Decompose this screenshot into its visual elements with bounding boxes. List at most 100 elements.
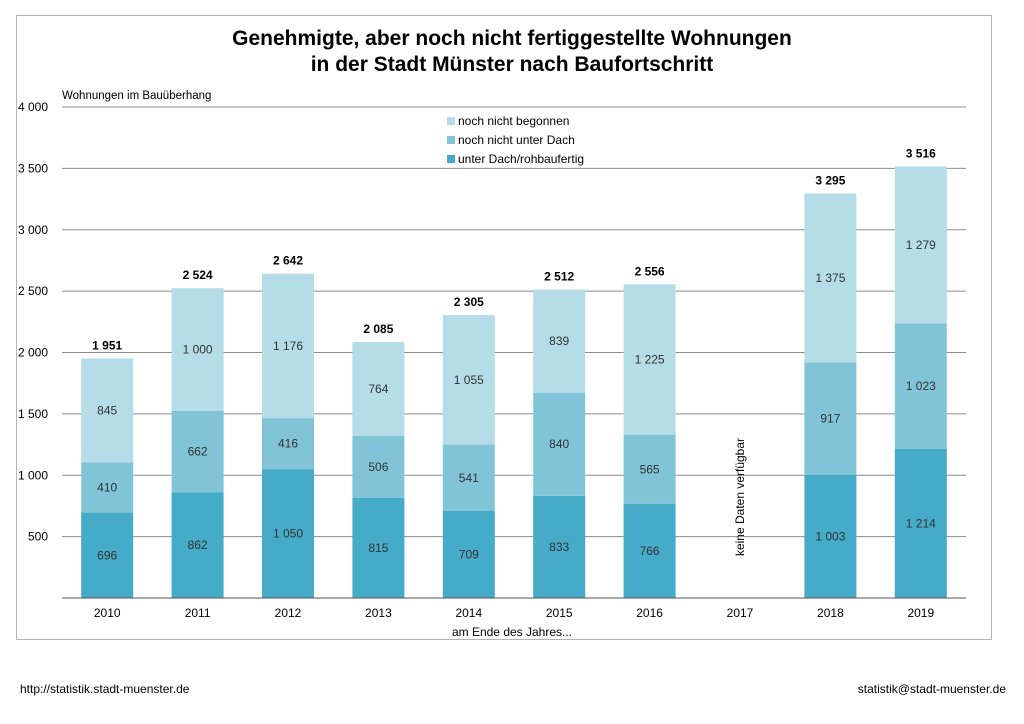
segment-value-label: 662 <box>188 445 208 459</box>
total-value-label: 2 305 <box>454 295 484 309</box>
bar-segment <box>623 284 676 435</box>
segment-value-label: 1 176 <box>273 339 303 353</box>
x-axis-ticks: 2010 2011 2012 2013 2014 2015 2016 2017 2018 2019 <box>94 606 935 620</box>
segment-value-label: 1 050 <box>273 527 303 541</box>
bar-segment <box>442 444 495 511</box>
total-value-label: 1 951 <box>92 339 122 353</box>
total-value-label: 2 512 <box>544 270 574 284</box>
x-tick-label: 2010 <box>94 606 121 620</box>
legend-label: noch nicht unter Dach <box>458 133 575 147</box>
segment-value-label: 840 <box>549 437 569 451</box>
bar-segment <box>804 362 857 475</box>
bar-segment <box>171 492 224 598</box>
segment-value-label: 1 225 <box>635 352 665 366</box>
y-axis-ticks: 500 1 000 1 500 2 000 2 500 3 000 3 500 4 000 <box>18 100 48 544</box>
bar-segment <box>442 315 495 445</box>
bar-segment <box>804 474 857 598</box>
bars <box>81 166 947 598</box>
total-value-label: 2 642 <box>273 254 303 268</box>
total-value-label: 2 556 <box>635 264 665 278</box>
total-value-label: 3 295 <box>815 174 845 188</box>
y-tick-label: 2 000 <box>18 346 48 360</box>
bar-segment <box>352 435 405 498</box>
segment-value-label: 1 003 <box>815 529 845 543</box>
y-tick-label: 500 <box>28 530 48 544</box>
bar-segment <box>262 273 314 419</box>
x-tick-label: 2019 <box>907 606 934 620</box>
data-labels: 696 410 845 1 951 862 662 1 000 2 524 1 050 416 1 … <box>92 146 936 562</box>
chart-title-line-1: Genehmigte, aber noch nicht fertiggestel… <box>232 27 792 50</box>
bar-segment <box>533 289 586 393</box>
bar-segment <box>894 448 947 598</box>
y-tick-label: 1 000 <box>18 468 48 482</box>
bar-segment <box>533 392 586 496</box>
segment-value-label: 410 <box>97 480 117 494</box>
segment-value-label: 506 <box>368 460 388 474</box>
legend-label: noch nicht begonnen <box>458 114 569 128</box>
total-value-label: 2 085 <box>363 322 393 336</box>
segment-value-label: 541 <box>459 471 479 485</box>
segment-value-label: 1 375 <box>815 271 845 285</box>
bar-segment <box>81 512 134 598</box>
x-tick-label: 2014 <box>455 606 482 620</box>
chart-title-line-2: in der Stadt Münster nach Baufortschritt <box>310 53 714 76</box>
segment-value-label: 764 <box>368 382 388 396</box>
bar-segment <box>442 510 495 598</box>
legend-swatch <box>447 117 455 125</box>
segment-value-label: 1 000 <box>183 343 213 357</box>
bar-segment <box>623 503 676 598</box>
chart-title: Genehmigte, aber noch nicht fertiggestel… <box>0 26 1024 78</box>
bar-segment <box>623 434 676 504</box>
segment-value-label: 917 <box>820 412 840 426</box>
x-axis-label: am Ende des Jahres... <box>452 625 572 639</box>
y-tick-label: 4 000 <box>18 100 48 114</box>
segment-value-label: 1 214 <box>906 516 936 530</box>
segment-value-label: 565 <box>640 462 660 476</box>
bar-segment <box>894 323 947 449</box>
footer-website: http://statistik.stadt-muenster.de <box>20 682 190 696</box>
segment-value-label: 815 <box>368 541 388 555</box>
bar-segment <box>352 497 405 598</box>
segment-value-label: 839 <box>549 334 569 348</box>
segment-value-label: 833 <box>549 540 569 554</box>
x-tick-label: 2017 <box>727 606 754 620</box>
total-value-label: 3 516 <box>906 146 936 160</box>
no-data-annotation: keine Daten verfügbar <box>733 438 747 556</box>
legend-swatch <box>447 155 455 163</box>
segment-value-label: 416 <box>278 437 298 451</box>
segment-value-label: 862 <box>188 538 208 552</box>
bar-segment <box>352 342 405 436</box>
bar-segment <box>171 410 224 493</box>
x-tick-label: 2015 <box>546 606 573 620</box>
bar-segment <box>533 495 586 598</box>
total-value-label: 2 524 <box>183 268 213 282</box>
x-tick-label: 2011 <box>185 606 211 620</box>
legend-label: unter Dach/rohbaufertig <box>458 152 584 166</box>
bar-segment <box>262 469 314 598</box>
y-tick-label: 1 500 <box>18 407 48 421</box>
bar-segment <box>81 462 134 513</box>
y-tick-label: 3 500 <box>18 161 48 175</box>
y-axis-label: Wohnungen im Bauüberhang <box>62 90 211 102</box>
y-tick-label: 3 000 <box>18 223 48 237</box>
x-tick-label: 2016 <box>636 606 663 620</box>
segment-value-label: 766 <box>640 544 660 558</box>
bar-segment <box>262 418 314 470</box>
x-tick-label: 2018 <box>817 606 844 620</box>
bar-segment <box>81 358 134 463</box>
x-tick-label: 2012 <box>275 606 302 620</box>
segment-value-label: 709 <box>459 547 479 561</box>
bar-segment <box>804 193 857 363</box>
legend-swatch <box>447 136 455 144</box>
footer-email: statistik@stadt-muenster.de <box>857 682 1006 696</box>
x-tick-label: 2013 <box>365 606 392 620</box>
bar-segment <box>894 166 947 324</box>
y-tick-label: 2 500 <box>18 284 48 298</box>
segment-value-label: 1 023 <box>906 379 936 393</box>
segment-value-label: 1 279 <box>906 238 936 252</box>
segment-value-label: 845 <box>97 403 117 417</box>
legend: noch nicht begonnen noch nicht unter Dach… <box>447 114 584 166</box>
segment-value-label: 696 <box>97 548 117 562</box>
bar-segment <box>171 288 224 411</box>
